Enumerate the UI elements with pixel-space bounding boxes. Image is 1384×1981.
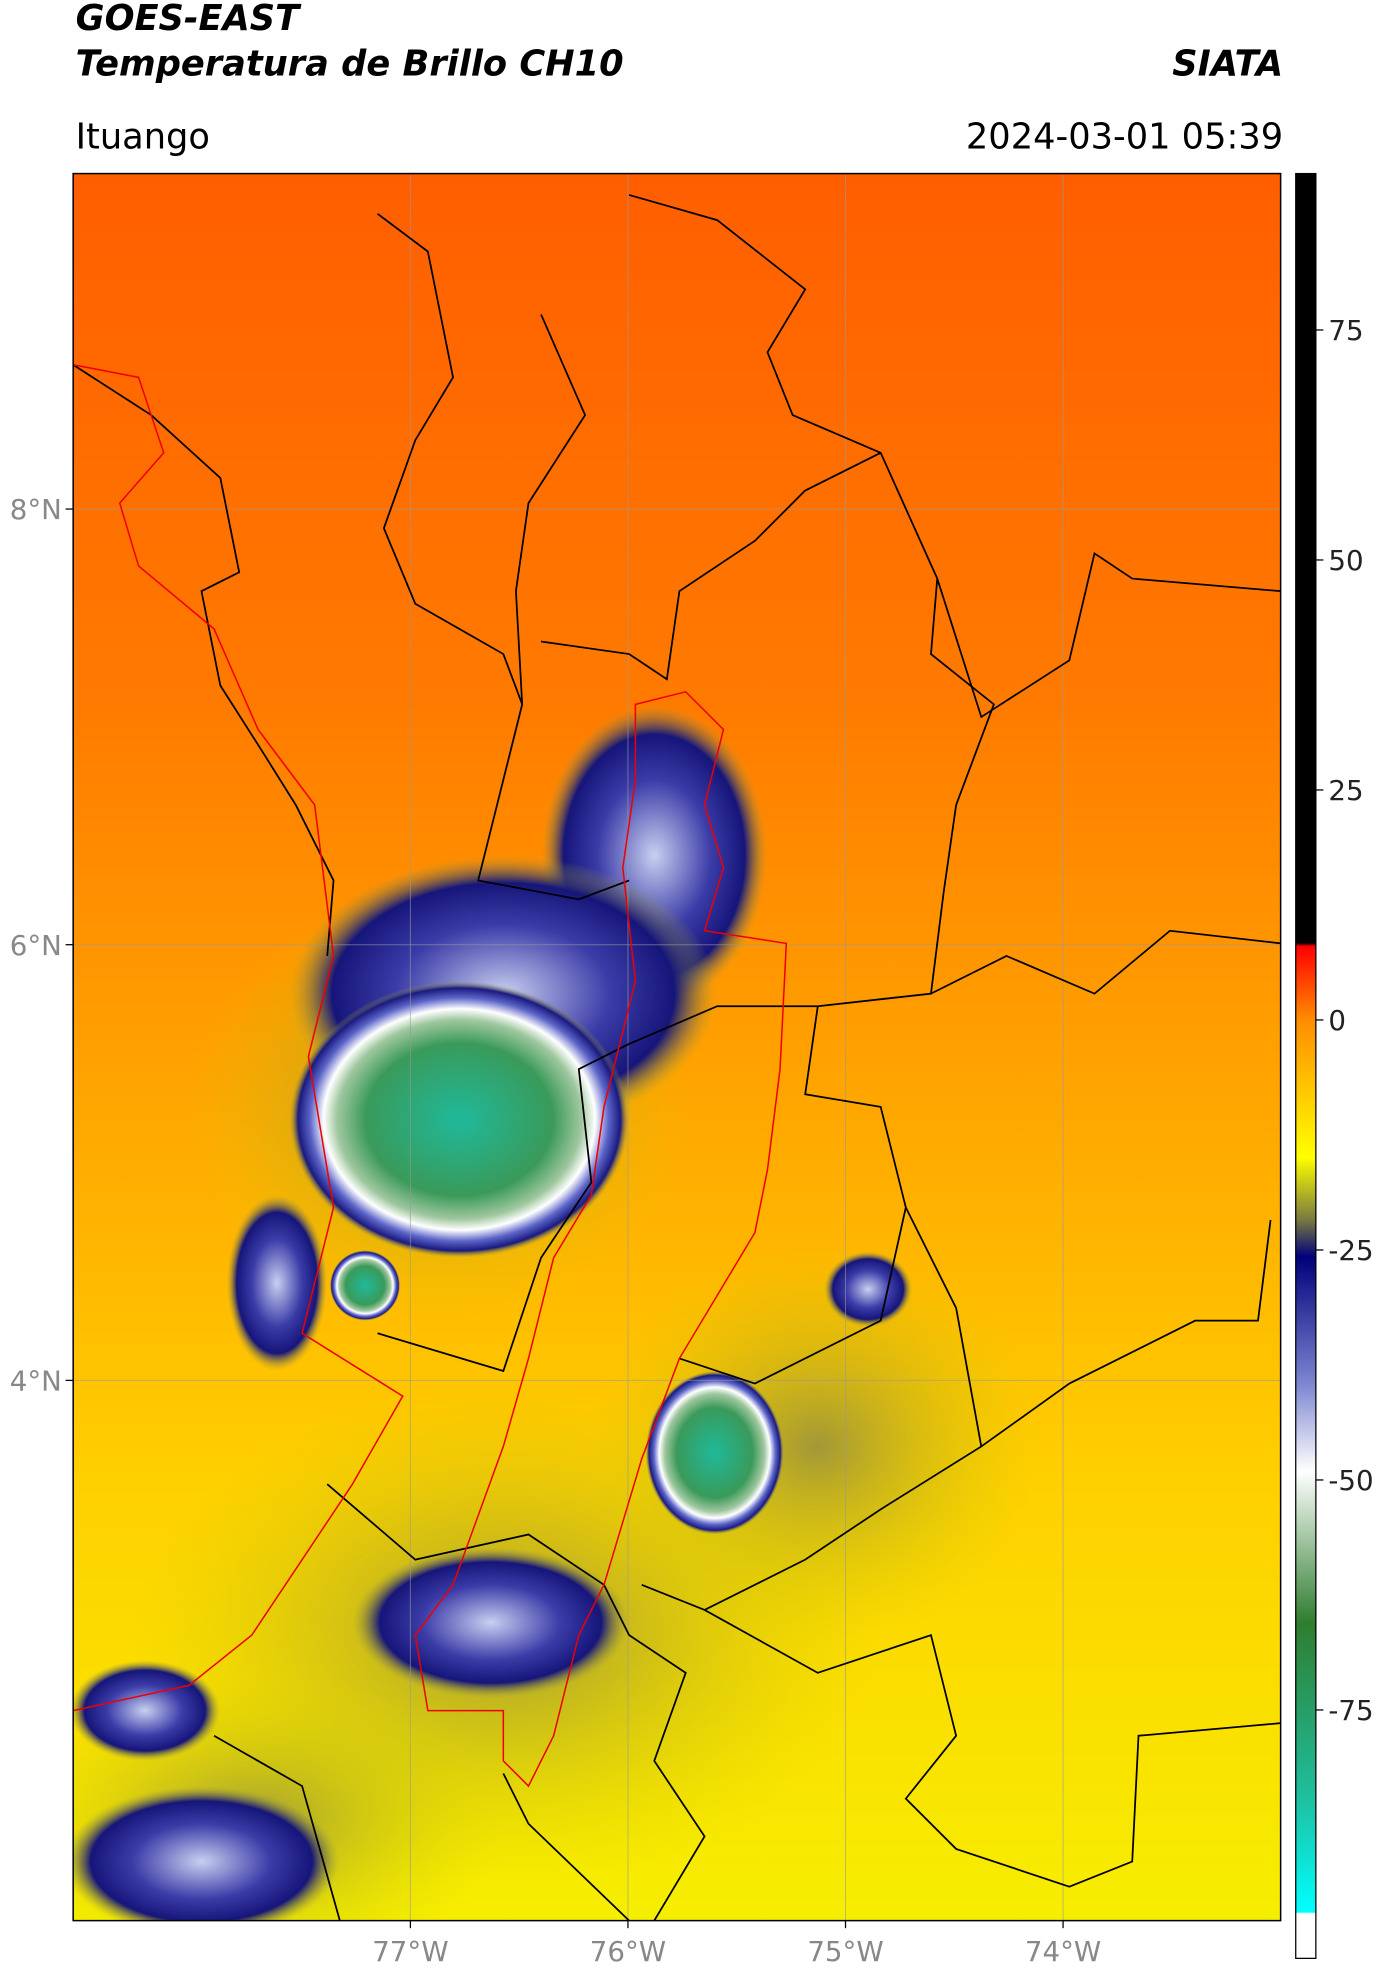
title: GOES-EAST: [76, 0, 302, 39]
storm-core: [329, 1250, 401, 1321]
map-frame: [72, 172, 1282, 1922]
haze: [591, 1245, 1045, 1648]
lat-tick-label: 6°N: [10, 929, 62, 962]
datetime: 2024-03-01 05:39: [966, 116, 1283, 157]
cloud-cell: [824, 1251, 913, 1327]
cloud-cell: [73, 1660, 221, 1761]
cloud-cell: [226, 1194, 328, 1371]
colorbar-tick-label: -25: [1328, 1234, 1373, 1267]
cloud-cell: [352, 1547, 630, 1698]
colorbar-tick-label: 25: [1328, 774, 1363, 807]
colorbar-tick-label: 0: [1328, 1004, 1346, 1037]
storm-core: [289, 981, 630, 1258]
colorbar-tick-label: -50: [1328, 1464, 1373, 1497]
lat-tick-label: 8°N: [10, 493, 62, 526]
brand: SIATA: [1172, 43, 1283, 84]
lon-tick-label: 74°W: [1025, 1935, 1101, 1968]
colorbar-tick-label: 50: [1328, 544, 1363, 577]
colorbar-tick-label: -75: [1328, 1694, 1373, 1727]
cloud-cell: [73, 1786, 340, 1921]
lon-tick-label: 77°W: [372, 1935, 448, 1968]
subtitle: Temperatura de Brillo CH10: [76, 43, 624, 84]
storm-core: [645, 1370, 784, 1535]
lon-tick-label: 75°W: [807, 1935, 883, 1968]
location: Ituango: [76, 116, 210, 157]
lon-tick-label: 76°W: [590, 1935, 666, 1968]
colorbar-tick-label: 75: [1328, 314, 1363, 347]
colorbar: [1295, 172, 1317, 1959]
satellite-map: [73, 173, 1281, 1921]
lat-tick-label: 4°N: [10, 1364, 62, 1397]
